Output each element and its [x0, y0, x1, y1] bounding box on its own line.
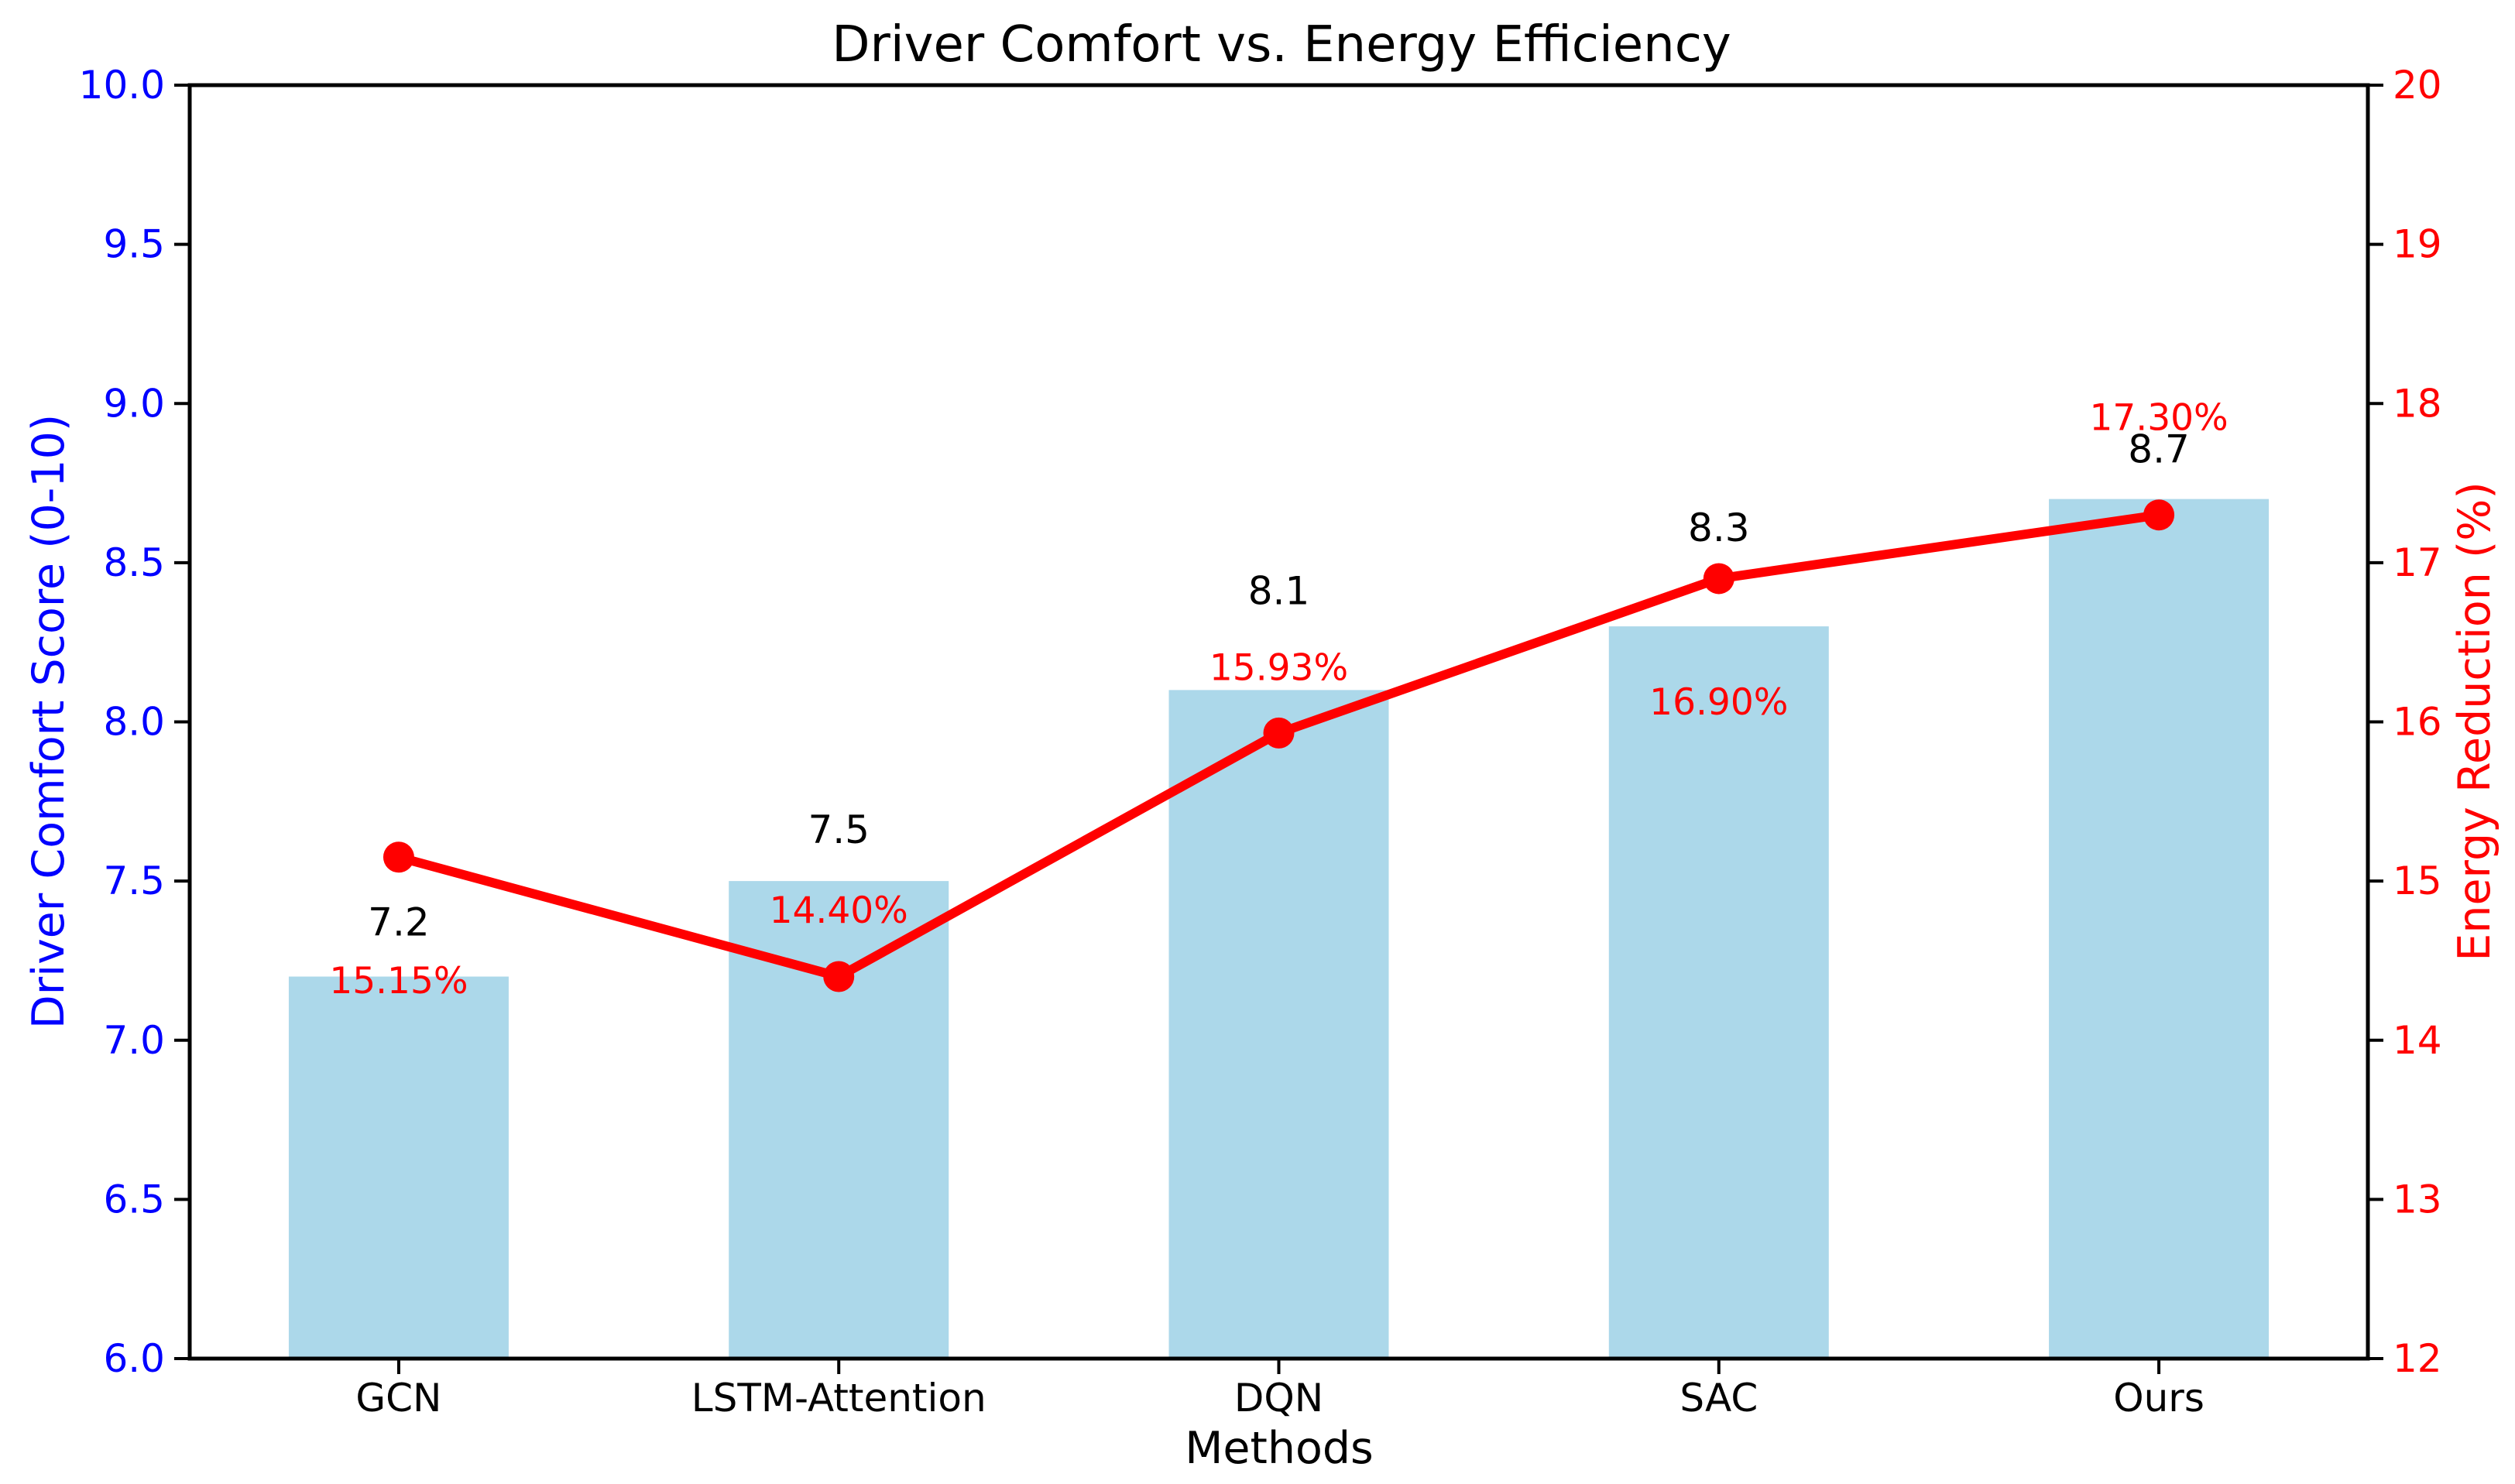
left-tick-label: 8.0: [103, 700, 165, 745]
bar-value-label: 8.7: [2128, 427, 2190, 472]
bar-value-label: 7.5: [808, 807, 870, 852]
line-value-label: 16.90%: [1649, 681, 1788, 724]
right-tick-label: 16: [2393, 700, 2442, 745]
line-marker-Ours: [2143, 499, 2175, 531]
right-tick-label: 18: [2393, 381, 2442, 426]
line-marker-DQN: [1263, 717, 1295, 749]
left-tick-label: 6.5: [103, 1177, 165, 1222]
x-tick-label: DQN: [1234, 1376, 1323, 1421]
right-tick-label: 19: [2393, 222, 2442, 267]
bar-DQN: [1168, 690, 1389, 1359]
left-tick-label: 7.5: [103, 859, 165, 903]
x-tick-label: SAC: [1680, 1376, 1758, 1421]
line-value-label: 15.15%: [329, 960, 468, 1002]
line-marker-SAC: [1703, 563, 1734, 595]
bar-SAC: [1608, 626, 1829, 1359]
right-tick-label: 15: [2393, 859, 2442, 903]
right-tick-label: 20: [2393, 63, 2442, 108]
left-tick-label: 9.5: [103, 222, 165, 267]
line-marker-GCN: [383, 841, 414, 873]
x-tick-label: LSTM-Attention: [691, 1376, 986, 1421]
bar-Ours: [2049, 499, 2270, 1359]
left-y-axis-label: Driver Comfort Score (0-10): [23, 413, 74, 1030]
right-y-axis-label: Energy Reduction (%): [2449, 482, 2500, 961]
x-tick-label: GCN: [355, 1376, 441, 1421]
x-tick-label: Ours: [2113, 1376, 2204, 1421]
left-tick-label: 7.0: [103, 1018, 165, 1063]
right-tick-label: 13: [2393, 1177, 2442, 1222]
right-tick-label: 12: [2393, 1336, 2442, 1381]
bar-value-label: 8.3: [1688, 506, 1750, 550]
chart-title: Driver Comfort vs. Energy Efficiency: [832, 16, 1731, 74]
left-tick-label: 10.0: [79, 63, 165, 108]
bar-value-label: 8.1: [1248, 568, 1310, 613]
x-axis-label: Methods: [1185, 1423, 1374, 1474]
left-tick-label: 6.0: [103, 1336, 165, 1381]
right-tick-label: 17: [2393, 540, 2442, 585]
left-tick-label: 8.5: [103, 540, 165, 585]
line-value-label: 15.93%: [1209, 646, 1348, 689]
right-tick-label: 14: [2393, 1018, 2442, 1063]
left-tick-label: 9.0: [103, 381, 165, 426]
line-marker-LSTM-Attention: [823, 961, 855, 992]
line-value-label: 14.40%: [770, 889, 908, 932]
bar-value-label: 7.2: [368, 900, 430, 945]
line-value-label: 17.30%: [2089, 397, 2228, 440]
bar-GCN: [288, 976, 509, 1359]
